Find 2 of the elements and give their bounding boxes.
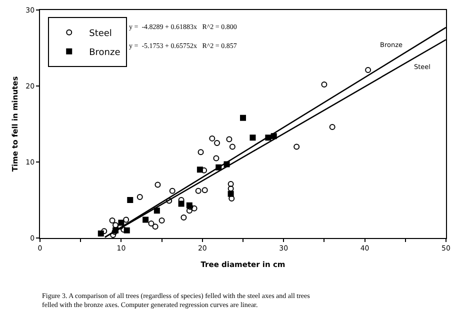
legend-label: Bronze [89,48,121,58]
legend-label: Steel [89,28,112,39]
